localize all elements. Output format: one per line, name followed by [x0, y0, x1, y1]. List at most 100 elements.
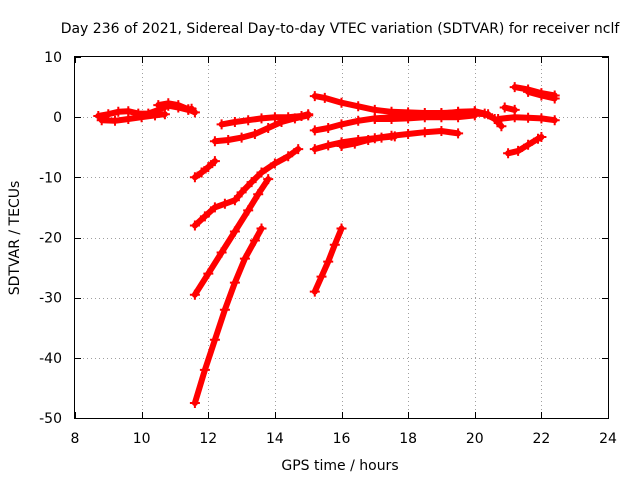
y-tick-label: -30: [39, 291, 62, 307]
data-point-plus: [549, 93, 560, 104]
y-tick-label: 10: [44, 50, 62, 66]
data-point-plus: [419, 112, 430, 123]
data-point-plus: [403, 129, 414, 139]
data-point-plus: [199, 211, 210, 222]
data-point-plus: [209, 202, 220, 213]
data-point-plus: [189, 398, 200, 408]
series-arc-14: [336, 131, 400, 151]
data-point-plus: [203, 162, 214, 173]
data-point-plus: [246, 177, 257, 188]
data-point-plus: [263, 174, 274, 185]
data-point-plus: [229, 226, 240, 237]
data-point-plus: [436, 112, 447, 123]
x-tick-label: 14: [266, 431, 284, 447]
plot-frame: [74, 56, 609, 419]
data-point-plus: [353, 101, 364, 112]
y-tick-label: 0: [53, 110, 62, 126]
data-point-plus: [110, 115, 120, 126]
series-layer: [93, 82, 560, 408]
data-point-plus: [113, 106, 124, 117]
series-arc-3: [153, 98, 200, 118]
series-arc-6: [189, 156, 220, 183]
data-point-plus: [496, 121, 507, 132]
data-point-plus: [403, 113, 414, 124]
data-point-plus: [189, 172, 200, 183]
data-point-plus: [453, 128, 464, 139]
series-track: [191, 225, 265, 406]
data-point-plus: [256, 167, 267, 178]
data-point-plus: [163, 98, 174, 109]
data-point-plus: [389, 131, 400, 142]
data-point-plus: [203, 268, 214, 279]
data-point-plus: [329, 239, 340, 250]
data-point-plus: [369, 104, 380, 115]
data-point-plus: [196, 167, 207, 178]
data-point-plus: [323, 140, 334, 151]
y-tick-label: -10: [39, 170, 62, 186]
data-point-plus: [253, 189, 264, 200]
data-point-plus: [386, 114, 397, 124]
data-point-plus: [336, 223, 347, 234]
series-arc-10: [309, 223, 347, 297]
data-point-plus: [159, 109, 170, 120]
y-tick-label: -50: [39, 411, 62, 427]
data-point-plus: [363, 135, 374, 145]
chart-title: Day 236 of 2021, Sidereal Day-to-day VTE…: [61, 21, 621, 37]
series-arc-2: [96, 109, 170, 126]
x-tick-label: 18: [399, 431, 417, 447]
x-tick-label: 20: [466, 431, 484, 447]
series-arc-7: [189, 144, 304, 231]
data-point-plus: [323, 256, 334, 267]
data-point-plus: [189, 107, 200, 118]
data-point-plus: [309, 125, 320, 136]
data-point-plus: [209, 136, 220, 147]
x-tick-label: 24: [599, 431, 617, 447]
data-point-plus: [243, 205, 254, 216]
data-point-plus: [229, 117, 240, 127]
data-point-plus: [336, 97, 347, 108]
data-point-plus: [150, 110, 160, 121]
data-point-plus: [309, 286, 320, 297]
data-point-plus: [256, 223, 267, 234]
data-point-plus: [493, 114, 504, 124]
data-point-plus: [419, 127, 430, 138]
ticks-layer: 8 10 12 14 16 18 20 22 24 10 0 -10 -20 -30 -40 -50: [39, 50, 617, 447]
data-point-plus: [323, 123, 334, 133]
data-point-plus: [96, 115, 107, 126]
data-point-plus: [336, 119, 347, 130]
series-arc-8: [189, 174, 274, 300]
data-point-plus: [283, 151, 294, 162]
data-point-plus: [436, 126, 447, 136]
y-axis-title: SDTVAR / TECUs: [7, 181, 23, 296]
data-point-plus: [316, 271, 327, 282]
data-point-plus: [136, 112, 147, 123]
data-point-plus: [216, 247, 227, 258]
data-point-plus: [513, 145, 524, 156]
data-point-plus: [523, 86, 534, 97]
data-point-plus: [219, 198, 230, 209]
data-point-plus: [263, 123, 274, 133]
data-point-plus: [199, 364, 210, 375]
data-point-plus: [523, 139, 534, 150]
data-point-plus: [269, 158, 280, 169]
data-point-plus: [293, 144, 304, 155]
data-point-plus: [123, 114, 134, 124]
series-arc-5: [209, 110, 314, 147]
data-point-plus: [256, 113, 267, 124]
data-point-plus: [549, 115, 560, 126]
data-point-plus: [536, 90, 547, 101]
y-tick-label: -20: [39, 231, 62, 247]
data-point-plus: [209, 156, 220, 167]
data-point-plus: [236, 132, 247, 143]
data-point-plus: [249, 235, 260, 246]
data-point-plus: [229, 195, 240, 206]
data-point-plus: [376, 132, 387, 143]
data-point-plus: [229, 277, 240, 288]
data-point-plus: [453, 112, 464, 123]
series-arc-17: [499, 102, 520, 115]
data-point-plus: [369, 114, 380, 124]
series-arc-21: [503, 132, 547, 159]
data-point-plus: [509, 112, 520, 123]
x-tick-label: 10: [133, 431, 151, 447]
